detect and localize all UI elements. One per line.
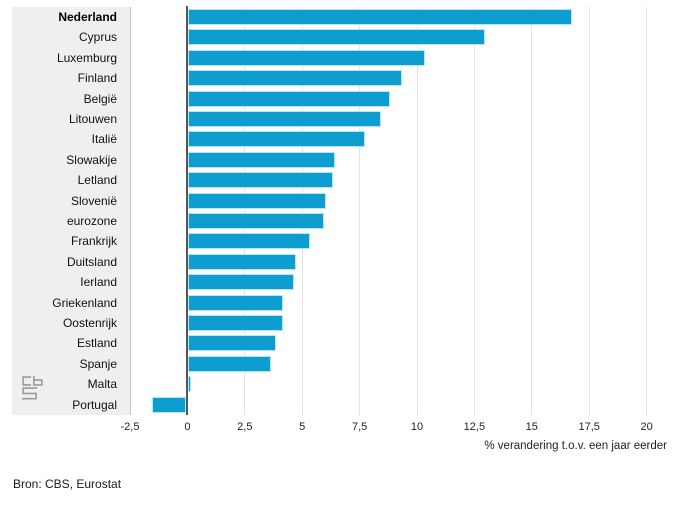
bar-malta — [188, 376, 191, 393]
category-label: Slovenië — [70, 193, 117, 208]
category-label: eurozone — [66, 214, 117, 228]
bar-griekenland — [188, 294, 283, 311]
bar-slowakije — [188, 151, 336, 168]
x-tick-label: -2,5 — [120, 421, 140, 433]
gridline — [301, 7, 303, 415]
bar-luxemburg — [188, 49, 425, 66]
bar-sloveni- — [188, 192, 327, 209]
bar-letland — [188, 172, 334, 189]
category-label: Malta — [87, 377, 117, 392]
category-label: Spanje — [79, 356, 117, 371]
gridline — [129, 7, 131, 415]
category-label: Duitsland — [66, 254, 117, 269]
category-label: Slowakije — [66, 152, 117, 167]
x-tick-label: 20 — [640, 421, 653, 433]
bar-nederland — [188, 9, 572, 25]
x-tick-label: 10 — [410, 421, 424, 433]
bar-oostenrijk — [188, 315, 283, 331]
plot-area — [129, 6, 694, 415]
category-label: Oostenrijk — [62, 316, 117, 330]
gridline — [359, 7, 361, 415]
bar-portugal — [151, 396, 187, 413]
bar-cyprus — [188, 29, 485, 46]
x-tick-label: 2,5 — [237, 421, 253, 433]
category-label: Finland — [77, 71, 117, 86]
gridline — [531, 7, 533, 415]
bar-frankrijk — [188, 233, 311, 250]
category-label: België — [83, 91, 117, 106]
bar-spanje — [188, 355, 272, 372]
category-label: Italië — [91, 132, 117, 147]
bar-finland — [188, 70, 402, 87]
category-label: Frankrijk — [70, 234, 117, 249]
x-tick-label: 12,5 — [463, 421, 486, 433]
category-label: Ierland — [80, 275, 117, 290]
cbs-logo — [22, 376, 43, 400]
category-label: Portugal — [72, 397, 117, 412]
category-label: Letland — [77, 173, 117, 188]
zero-axis-line — [186, 6, 189, 415]
category-label: Griekenland — [52, 295, 117, 310]
category-label: Litouwen — [68, 112, 117, 126]
x-axis-title: % verandering t.o.v. een jaar eerder — [484, 440, 667, 452]
category-label: Estland — [76, 336, 117, 351]
bar-ierland — [188, 274, 294, 291]
category-label: Nederland — [58, 10, 117, 24]
bar-itali- — [188, 131, 366, 148]
gridline — [473, 7, 475, 415]
x-tick-label: 7,5 — [351, 421, 368, 433]
category-labels-panel: Nederland Cyprus Luxemburg Finland België Lit… — [12, 7, 130, 415]
gridline — [588, 7, 590, 415]
bar-belgi- — [188, 90, 391, 107]
bar-litouwen — [188, 111, 382, 127]
gridline — [244, 7, 246, 415]
x-tick-label: 17,5 — [578, 421, 600, 433]
gridline — [646, 7, 648, 415]
source-note: Bron: CBS, Eurostat — [13, 477, 122, 491]
category-label: Luxemburg — [56, 50, 117, 65]
bar-estland — [188, 335, 276, 352]
x-tick-label: 0 — [184, 421, 191, 433]
x-tick-label: 5 — [299, 421, 306, 433]
bar-eurozone — [188, 213, 324, 229]
bar-duitsland — [188, 253, 297, 270]
category-label: Cyprus — [78, 30, 117, 45]
gridline — [416, 7, 418, 415]
x-tick-label: 15 — [525, 421, 538, 433]
